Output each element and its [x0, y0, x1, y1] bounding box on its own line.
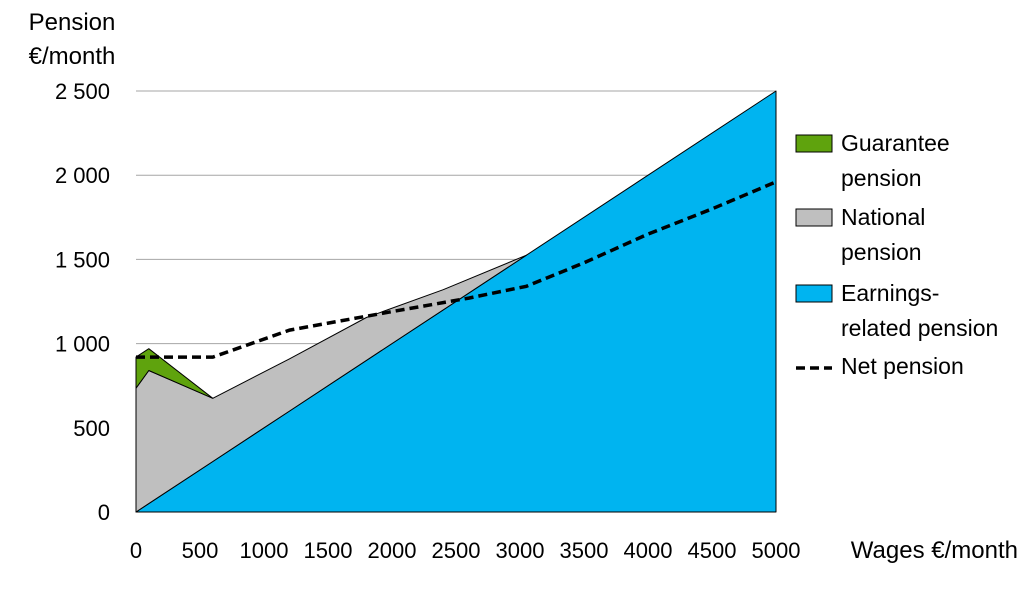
y-tick-label: 1 500: [55, 247, 110, 272]
legend-item-net-pension: Net pension: [796, 353, 964, 379]
x-tick-label: 3500: [560, 538, 609, 563]
x-tick-label: 4000: [624, 538, 673, 563]
legend: Guarantee pension National pension Earnings-…: [795, 130, 998, 379]
y-axis-ticks: 0 500 1 000 1 500 2 000 2 500: [55, 79, 110, 525]
x-tick-label: 1000: [240, 538, 289, 563]
legend-item-national-pension: National pension: [795, 204, 925, 265]
legend-label: related pension: [841, 315, 998, 341]
x-tick-label: 2500: [432, 538, 481, 563]
legend-swatch: [795, 134, 833, 153]
x-tick-label: 2000: [368, 538, 417, 563]
x-axis-ticks: 0 500 1000 1500 2000 2500 3000 3500 4000 4500 5000: [130, 538, 801, 563]
x-tick-label: 1500: [304, 538, 353, 563]
legend-swatch: [795, 284, 833, 303]
x-tick-label: 3000: [496, 538, 545, 563]
y-tick-label: 2 500: [55, 79, 110, 104]
y-axis-title-line-2: €/month: [29, 43, 116, 70]
national-pension-area: [135, 254, 527, 513]
legend-label: pension: [841, 165, 922, 191]
y-axis-title-line-1: Pension: [29, 9, 116, 36]
legend-swatch: [795, 208, 833, 227]
x-tick-label: 500: [182, 538, 219, 563]
legend-item-earnings-related-pension: Earnings-related pension: [795, 280, 998, 341]
legend-item-guarantee-pension: Guarantee pension: [795, 130, 950, 191]
legend-label: National: [841, 204, 925, 230]
net-pension-line-group: [136, 180, 777, 359]
net-pension-line: [136, 180, 777, 359]
legend-label: Guarantee: [841, 130, 950, 156]
guarantee-pension-area: [135, 348, 214, 399]
y-tick-label: 0: [98, 500, 110, 525]
x-tick-label: 5000: [752, 538, 801, 563]
legend-label: Earnings-: [841, 280, 939, 306]
x-axis-title: Wages €/month: [851, 537, 1018, 564]
legend-label: pension: [841, 239, 922, 265]
legend-label: Net pension: [841, 353, 964, 379]
y-tick-label: 2 000: [55, 163, 110, 188]
y-tick-label: 1 000: [55, 332, 110, 357]
x-tick-label: 0: [130, 538, 142, 563]
y-tick-label: 500: [73, 416, 110, 441]
x-tick-label: 4500: [688, 538, 737, 563]
